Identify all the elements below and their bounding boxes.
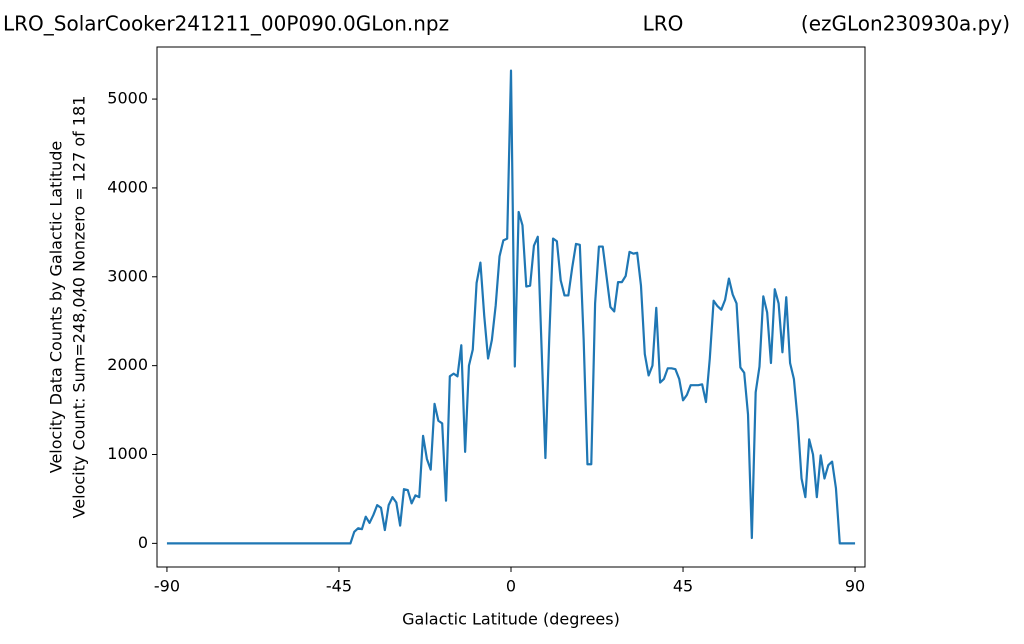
x-tick-label: 90: [845, 577, 865, 596]
y-axis-label: Velocity Count: Sum=248,040 Nonzero = 12…: [70, 96, 89, 519]
y-tick-label: 0: [138, 533, 148, 552]
y-tick-label: 3000: [107, 266, 148, 285]
y-tick-label: 5000: [107, 89, 148, 108]
chart-title: LRO_SolarCooker241211_00P090.0GLon.npz: [3, 12, 449, 36]
x-tick-label: 0: [506, 577, 516, 596]
y-axis-label: Velocity Data Counts by Galactic Latitud…: [47, 141, 66, 474]
series-line: [166, 69, 856, 545]
x-tick-label: -45: [326, 577, 352, 596]
chart-title: LRO: [643, 12, 684, 36]
y-tick-label: 1000: [107, 444, 148, 463]
x-tick-label: -90: [154, 577, 180, 596]
y-tick-label: 2000: [107, 355, 148, 374]
plot-frame: [156, 46, 866, 568]
x-axis-label: Galactic Latitude (degrees): [402, 610, 620, 629]
x-tick-label: 45: [673, 577, 693, 596]
y-tick-label: 4000: [107, 177, 148, 196]
chart-title: (ezGLon230930a.py): [801, 12, 1010, 36]
